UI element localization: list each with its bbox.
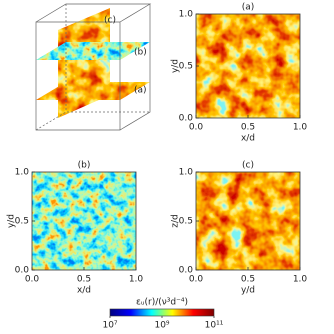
y-tick-label: 1.0: [179, 10, 194, 20]
y-tick-label: 0.5: [15, 217, 29, 227]
x-tick-label: 0.0: [189, 123, 204, 133]
y-axis-label: y/d: [171, 59, 181, 73]
panel-title: (a): [242, 3, 255, 13]
panel-title: (c): [242, 161, 254, 171]
cube: (c) (b) (a): [35, 3, 152, 131]
x-axis-label: x/d: [77, 286, 91, 296]
colorbar-tick-label: 10⁷: [102, 321, 117, 331]
y-tick-label: 0.0: [179, 266, 194, 276]
y-axis-label: z/d: [171, 214, 181, 227]
cube-label: (c): [104, 16, 116, 26]
heatmap: [196, 14, 300, 118]
x-axis-label: x/d: [241, 134, 255, 144]
colorbar-tick-label: 10¹¹: [205, 321, 224, 331]
cube-label: (b): [134, 48, 147, 58]
y-tick-label: 0.5: [179, 217, 193, 227]
colorbar-tick-label: 10⁹: [154, 321, 169, 331]
x-tick-label: 1.0: [129, 275, 144, 285]
x-axis-label: y/d: [241, 286, 255, 296]
colorbar: [109, 308, 215, 317]
slice-a: [36, 82, 150, 100]
colorbar-label: εᵤ(r)/(ν³d⁻⁴): [136, 298, 188, 308]
heatmap: [196, 172, 300, 270]
cube-edges: [35, 3, 152, 131]
x-tick-label: 0.5: [241, 275, 255, 285]
y-tick-label: 1.0: [179, 168, 194, 178]
y-axis-label: y/d: [7, 214, 17, 228]
cube-label: (a): [134, 86, 147, 96]
y-tick-label: 0.0: [15, 266, 30, 276]
y-tick-label: 0.5: [179, 62, 193, 72]
heatmap: [32, 172, 136, 270]
x-tick-label: 1.0: [293, 275, 308, 285]
x-tick-label: 0.5: [77, 275, 91, 285]
x-tick-label: 0.0: [25, 275, 40, 285]
x-tick-label: 0.5: [241, 123, 255, 133]
slice-b: [36, 42, 150, 60]
y-tick-label: 0.0: [179, 114, 194, 124]
y-tick-label: 1.0: [15, 168, 30, 178]
x-tick-label: 0.0: [189, 275, 204, 285]
x-tick-label: 1.0: [293, 123, 308, 133]
panel-title: (b): [78, 161, 91, 171]
